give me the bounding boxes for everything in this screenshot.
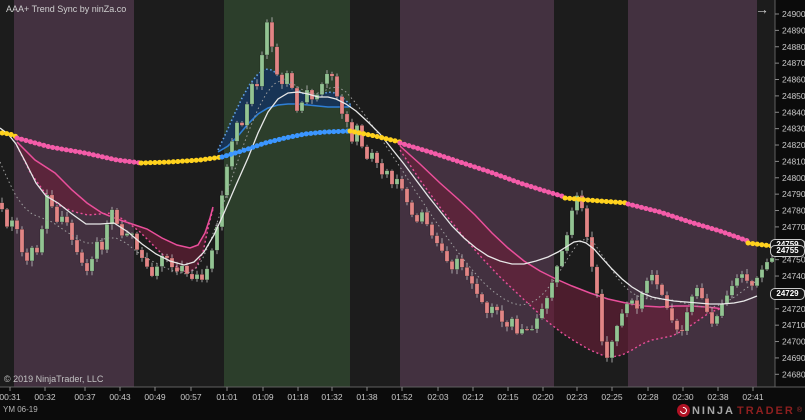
trend-sync-line-yellow [347, 128, 403, 145]
time-tick-label: 02:41 [742, 392, 764, 402]
time-tick-label: 00:32 [34, 392, 56, 402]
price-tick-label: 24810 [782, 156, 805, 166]
logo-text-ninja: NINJA [691, 404, 735, 417]
candles-layer [0, 17, 775, 363]
time-tick-label: 01:38 [356, 392, 378, 402]
trend-sync-line-pink [625, 201, 751, 244]
time-tick-label: 02:30 [672, 392, 694, 402]
time-tick-label: 01:18 [287, 392, 309, 402]
price-tick-label: 24770 [782, 222, 805, 232]
trend-zone-dark [757, 0, 775, 387]
trend-sync-line-yellow [0, 130, 20, 140]
time-tick-label: 02:20 [532, 392, 554, 402]
price-tick-label: 24880 [782, 42, 805, 52]
time-tick-label: 01:01 [216, 392, 238, 402]
price-tick-label: 24900 [782, 9, 805, 19]
logo-reg-mark: ® [796, 407, 802, 414]
indicator-band-fill [400, 146, 723, 357]
time-tick-label: 02:15 [497, 392, 519, 402]
price-axis[interactable] [775, 0, 805, 420]
trend-zone-dark [0, 0, 14, 387]
ninjatrader-logo: NINJA TRADER ® [676, 404, 802, 417]
band-upper-line [16, 141, 214, 249]
trend-sync-line-pink [397, 140, 568, 200]
trend-sync-line-yellow [562, 195, 631, 206]
time-tick-label: 00:43 [109, 392, 131, 402]
trend-zone-green [224, 0, 350, 387]
trend-sync-line-pink [14, 135, 144, 166]
time-tick-label: 02:38 [707, 392, 729, 402]
time-tick-label: 01:52 [391, 392, 413, 402]
time-tick-label: 02:12 [462, 392, 484, 402]
price-tick-label: 24750 [782, 255, 805, 265]
price-tick-label: 24850 [782, 91, 805, 101]
scroll-right-arrow-icon[interactable]: → [755, 1, 769, 17]
price-tick-label: 24680 [782, 369, 805, 379]
price-tick-label: 24740 [782, 271, 805, 281]
price-tick-label: 24800 [782, 173, 805, 183]
price-marker-tag: 24755 [770, 245, 805, 258]
time-tick-label: 02:23 [566, 392, 588, 402]
price-tick-label: 24870 [782, 58, 805, 68]
time-tick-label: 02:03 [427, 392, 449, 402]
band-lower-line [16, 145, 214, 274]
band-upper-line [399, 145, 724, 310]
time-tick-label: 01:09 [252, 392, 274, 402]
time-tick-label: 01:32 [321, 392, 343, 402]
time-tick-label: 00:57 [180, 392, 202, 402]
chart-title: AAA+ Trend Sync by ninZa.co [6, 4, 127, 14]
price-tick-label: 24780 [782, 206, 805, 216]
time-tick-label: 02:25 [601, 392, 623, 402]
price-tick-label: 24830 [782, 124, 805, 134]
ninjatrader-logo-icon [676, 404, 690, 417]
price-tick-label: 24700 [782, 337, 805, 347]
trend-zone-dark [134, 0, 224, 387]
trend-zone-dark [350, 0, 400, 387]
price-tick-label: 24860 [782, 75, 805, 85]
price-marker-tag: 24729 [770, 288, 805, 301]
price-tick-label: 24690 [782, 353, 805, 363]
trend-sync-line-blue [219, 128, 353, 160]
time-axis[interactable] [0, 387, 805, 420]
logo-text-trader: TRADER [736, 404, 795, 417]
indicator-band-fill [17, 142, 213, 273]
blue-band-lower-line [217, 103, 352, 153]
time-tick-label: 02:28 [637, 392, 659, 402]
gray-dotted-ma-line [0, 79, 759, 308]
time-tick-label: 00:37 [74, 392, 96, 402]
time-tick-label: 00:31 [0, 392, 21, 402]
copyright-text: © 2019 NinjaTrader, LLC [4, 374, 104, 384]
trend-sync-line-yellow [745, 240, 775, 249]
instrument-label: YM 06-19 [3, 405, 38, 414]
price-tick-label: 24820 [782, 140, 805, 150]
price-tick-label: 24720 [782, 304, 805, 314]
price-tick-label: 24840 [782, 107, 805, 117]
price-tick-label: 24790 [782, 189, 805, 199]
time-tick-label: 00:49 [144, 392, 166, 402]
white-ma-line [0, 91, 758, 305]
price-tick-label: 24890 [782, 25, 805, 35]
price-tick-label: 24710 [782, 320, 805, 330]
trend-sync-line-yellow [138, 154, 225, 166]
